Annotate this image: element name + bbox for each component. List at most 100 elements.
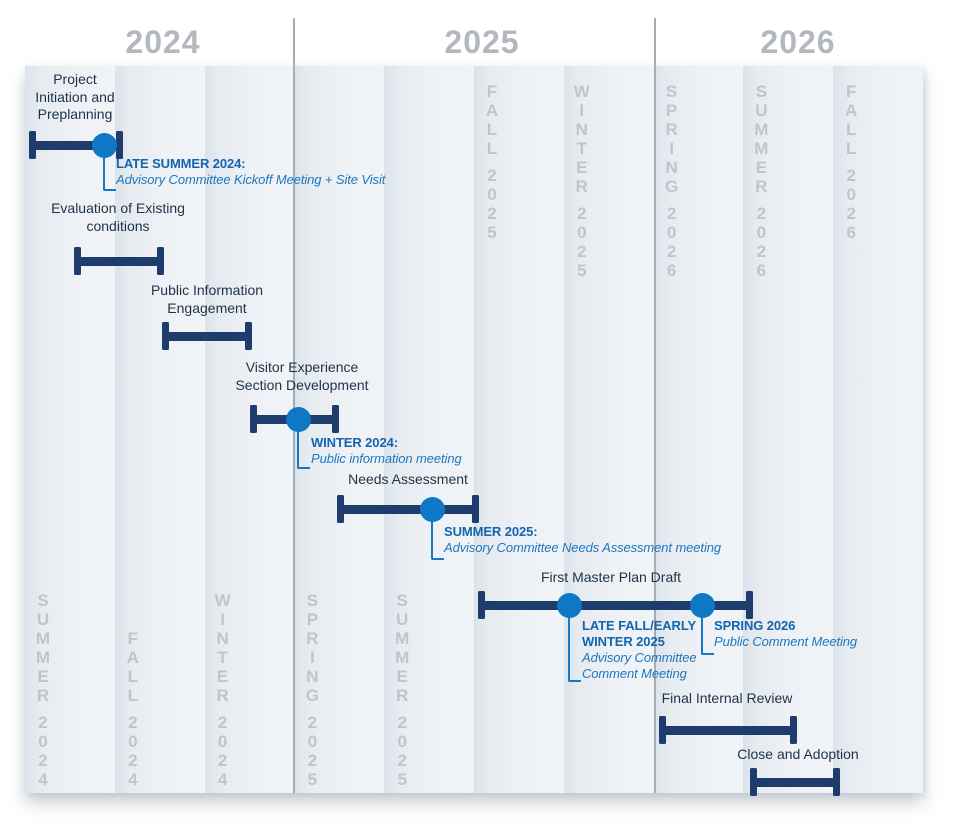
task-bar: [162, 332, 252, 341]
season-letter: S: [306, 591, 319, 610]
milestone-marker: [419, 496, 445, 522]
season-year-digit: 0: [397, 732, 407, 751]
season-letter: M: [754, 139, 769, 158]
milestone-annotation: SPRING 2026 Public Comment Meeting: [714, 618, 857, 650]
milestone-connector-line: [297, 430, 310, 469]
season-letter: L: [845, 120, 857, 139]
season-letter: R: [396, 686, 409, 705]
task-label-line: Project: [53, 71, 97, 87]
season-year-digit: 2: [666, 242, 677, 261]
season-letter: R: [755, 177, 768, 196]
season-year-digit: 6: [846, 223, 856, 242]
season-year-digit: 6: [756, 261, 767, 280]
milestone-connector-line: [103, 156, 116, 191]
milestone-annotation-heading: LATE FALL/EARLY: [582, 618, 697, 633]
task-bar-end-cap: [332, 405, 339, 433]
season-year-digit: 5: [577, 261, 587, 280]
milestone-annotation-detail: Advisory Committee Kickoff Meeting + Sit…: [116, 172, 386, 187]
task-bar: [659, 726, 797, 735]
season-letter: G: [664, 177, 679, 196]
year-divider-line: [293, 18, 295, 793]
season-letter: R: [216, 686, 229, 705]
season-letter: T: [576, 139, 587, 158]
season-letter: N: [665, 158, 678, 177]
milestone-annotation-detail: Public Comment Meeting: [714, 634, 858, 649]
season-letter: A: [485, 101, 499, 120]
season-year-digit: 2: [756, 204, 767, 223]
milestone-marker: [91, 132, 117, 158]
task-bar-end-cap: [790, 716, 797, 744]
task-label: Close and Adoption: [737, 746, 858, 764]
task-bar-start-cap: [250, 405, 257, 433]
season-letter: A: [845, 101, 858, 120]
task-bar: [74, 257, 164, 266]
season-letter: M: [395, 648, 410, 667]
task-label-line: Close and Adoption: [737, 746, 859, 762]
task-bar-start-cap: [478, 591, 485, 619]
task-bar-start-cap: [659, 716, 666, 744]
season-letter: R: [575, 177, 588, 196]
season-year-digit: 2: [487, 204, 497, 223]
season-letter: M: [754, 120, 769, 139]
season-letter: G: [305, 686, 319, 705]
task-bar-start-cap: [337, 495, 344, 523]
season-year-digit: 2: [487, 166, 497, 185]
task-bar-start-cap: [74, 247, 81, 275]
season-letter: N: [216, 629, 229, 648]
season-letter: L: [127, 686, 138, 705]
task-bar: [750, 778, 840, 787]
season-letter: R: [306, 629, 319, 648]
season-letter: U: [36, 610, 50, 629]
season-year-digit: 0: [38, 732, 48, 751]
task-label: Public Information Engagement: [151, 282, 263, 317]
year-label: 2024: [125, 24, 201, 60]
task-bar: [29, 141, 123, 150]
milestone-marker: [285, 406, 311, 432]
season-letter: F: [486, 82, 498, 101]
season-year-digit: 4: [128, 770, 138, 789]
milestone-annotation-heading: LATE SUMMER 2024:: [116, 156, 246, 171]
season-year-digit: 0: [487, 185, 497, 204]
task-label-line: Initiation and: [35, 88, 115, 105]
season-letter: N: [575, 120, 588, 139]
milestone-annotation: SUMMER 2025: Advisory Committee Needs Ass…: [444, 524, 721, 556]
task-label: Final Internal Review: [662, 690, 793, 708]
task-label-line: Final Internal Review: [661, 690, 793, 706]
season-letter: E: [576, 158, 588, 177]
task-label-line: First Master Plan Draft: [540, 569, 682, 585]
milestone-annotation-detail: Public information meeting: [311, 451, 462, 466]
milestone-connector-line: [701, 616, 714, 655]
task-bar: [337, 505, 479, 514]
task-bar-start-cap: [162, 322, 169, 350]
season-letter: L: [127, 667, 138, 686]
season-year-digit: 2: [846, 204, 856, 223]
task-label: Evaluation of Existing conditions: [51, 200, 185, 235]
task-label-line: Evaluation of Existing: [51, 200, 185, 216]
season-letter: I: [220, 610, 225, 629]
season-year-digit: 2: [397, 751, 407, 770]
season-letter: W: [214, 591, 231, 610]
season-letter: W: [573, 82, 590, 101]
task-bar-end-cap: [245, 322, 252, 350]
task-label: First Master Plan Draft: [541, 569, 681, 587]
season-year-digit: 2: [128, 713, 138, 732]
task-bar-end-cap: [116, 131, 123, 159]
season-letter: S: [665, 82, 678, 101]
milestone-annotation-detail: Comment Meeting: [582, 666, 687, 681]
season-letter: M: [35, 629, 51, 648]
milestone-annotation-detail: Advisory Committee Needs Assessment meet…: [444, 540, 721, 555]
